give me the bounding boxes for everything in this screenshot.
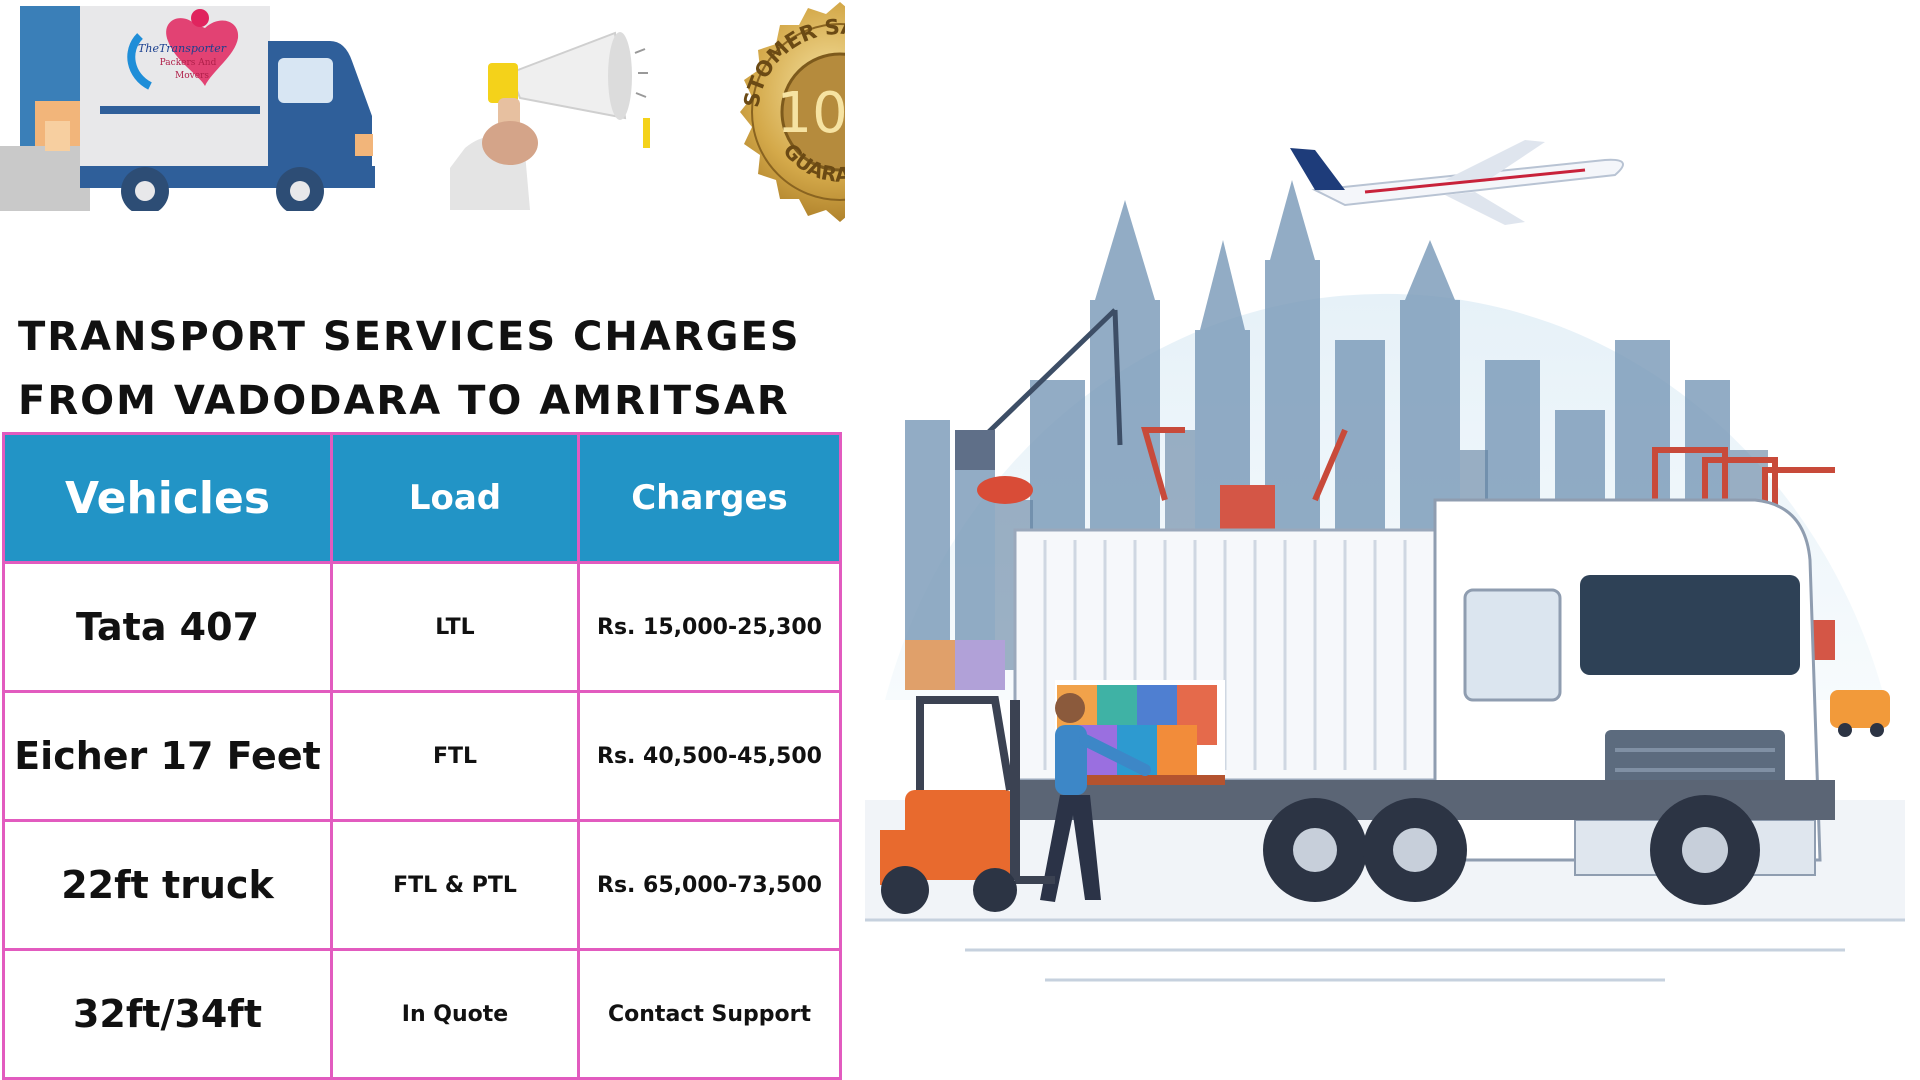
vehicle-cell: Tata 407 — [2, 561, 333, 693]
vehicle-cell: 32ft/34ft — [2, 948, 333, 1080]
load-cell: In Quote — [330, 948, 580, 1080]
header-load: Load — [330, 432, 580, 564]
table-header-row: Vehicles Load Charges — [2, 432, 842, 564]
charges-cell: Contact Support — [577, 948, 842, 1080]
charges-cell: Rs. 40,500-45,500 — [577, 690, 842, 822]
title-line-2: FROM VADODARA TO AMRITSAR — [18, 378, 790, 424]
vehicle-cell: Eicher 17 Feet — [2, 690, 333, 822]
charges-table: Vehicles Load Charges Tata 407 LTL Rs. 1… — [2, 432, 842, 1080]
worker-figure — [1040, 693, 1151, 902]
load-cell: FTL & PTL — [330, 819, 580, 951]
logistics-scene-illustration — [845, 0, 1920, 1080]
table-row: 32ft/34ft In Quote Contact Support — [2, 948, 842, 1080]
semi-truck-illustration — [1013, 498, 1835, 905]
load-cell: LTL — [330, 561, 580, 693]
charges-cell: Rs. 15,000-25,300 — [577, 561, 842, 693]
header-vehicles: Vehicles — [2, 432, 333, 564]
forklift-illustration — [880, 696, 1055, 914]
small-van-icon — [1830, 690, 1890, 737]
company-logo: TheTransporter Packers And Movers — [127, 9, 239, 90]
logo-line2: Packers And — [160, 58, 217, 68]
logo-line1: TheTransporter — [138, 42, 227, 55]
megaphone-icon — [450, 28, 650, 210]
charges-cell: Rs. 65,000-73,500 — [577, 819, 842, 951]
title-line-1: TRANSPORT SERVICES CHARGES — [18, 314, 801, 360]
table-row: 22ft truck FTL & PTL Rs. 65,000-73,500 — [2, 819, 842, 951]
page-title: TRANSPORT SERVICES CHARGES FROM VADODARA… — [18, 305, 838, 433]
header-charges: Charges — [577, 432, 842, 564]
load-cell: FTL — [330, 690, 580, 822]
top-illustrations: TheTransporter Packers And Movers — [0, 0, 941, 225]
moving-truck-illustration: TheTransporter Packers And Movers — [0, 6, 375, 211]
table-row: Tata 407 LTL Rs. 15,000-25,300 — [2, 561, 842, 693]
table-row: Eicher 17 Feet FTL Rs. 40,500-45,500 — [2, 690, 842, 822]
logo-line3: Movers — [175, 71, 209, 81]
vehicle-cell: 22ft truck — [2, 819, 333, 951]
airplane-icon — [1290, 140, 1624, 225]
